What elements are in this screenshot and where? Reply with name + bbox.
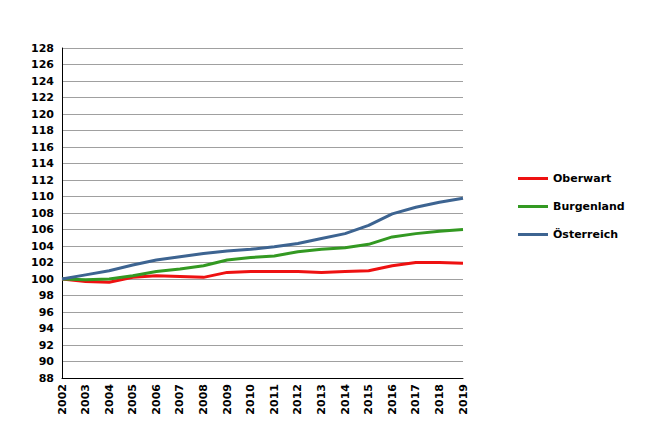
svg-text:Burgenland: Burgenland bbox=[553, 200, 625, 213]
svg-text:104: 104 bbox=[31, 240, 54, 253]
svg-text:114: 114 bbox=[31, 157, 54, 170]
svg-text:2018: 2018 bbox=[433, 384, 446, 415]
svg-text:2010: 2010 bbox=[244, 384, 257, 415]
svg-text:92: 92 bbox=[39, 339, 54, 352]
svg-text:2003: 2003 bbox=[79, 384, 92, 415]
svg-text:Oberwart: Oberwart bbox=[553, 172, 611, 185]
svg-text:2017: 2017 bbox=[409, 384, 422, 415]
svg-text:2004: 2004 bbox=[103, 384, 116, 415]
svg-text:100: 100 bbox=[31, 273, 54, 286]
svg-text:2011: 2011 bbox=[268, 384, 281, 415]
svg-text:118: 118 bbox=[31, 124, 54, 137]
svg-text:2008: 2008 bbox=[197, 384, 210, 415]
svg-text:Österreich: Österreich bbox=[553, 227, 618, 241]
svg-text:2019: 2019 bbox=[457, 384, 470, 415]
svg-text:2002: 2002 bbox=[56, 384, 69, 415]
svg-text:90: 90 bbox=[39, 355, 55, 368]
svg-text:112: 112 bbox=[31, 174, 54, 187]
svg-text:116: 116 bbox=[31, 141, 54, 154]
svg-text:108: 108 bbox=[31, 207, 54, 220]
svg-text:122: 122 bbox=[31, 91, 54, 104]
svg-text:106: 106 bbox=[31, 223, 54, 236]
svg-text:94: 94 bbox=[39, 322, 55, 335]
svg-text:2012: 2012 bbox=[291, 384, 304, 415]
svg-text:2013: 2013 bbox=[315, 384, 328, 415]
svg-text:2005: 2005 bbox=[126, 384, 139, 415]
svg-text:102: 102 bbox=[31, 256, 54, 269]
svg-text:128: 128 bbox=[31, 42, 54, 55]
svg-text:2014: 2014 bbox=[339, 384, 352, 415]
svg-text:2006: 2006 bbox=[150, 384, 163, 415]
svg-text:96: 96 bbox=[39, 306, 55, 319]
svg-text:2009: 2009 bbox=[221, 384, 234, 415]
svg-text:2015: 2015 bbox=[362, 384, 375, 415]
svg-text:2007: 2007 bbox=[173, 384, 186, 415]
svg-text:88: 88 bbox=[39, 372, 54, 385]
svg-text:110: 110 bbox=[31, 190, 54, 203]
svg-text:124: 124 bbox=[31, 75, 54, 88]
svg-text:120: 120 bbox=[31, 108, 54, 121]
svg-text:2016: 2016 bbox=[386, 384, 399, 415]
svg-text:98: 98 bbox=[39, 289, 54, 302]
svg-text:126: 126 bbox=[31, 58, 54, 71]
